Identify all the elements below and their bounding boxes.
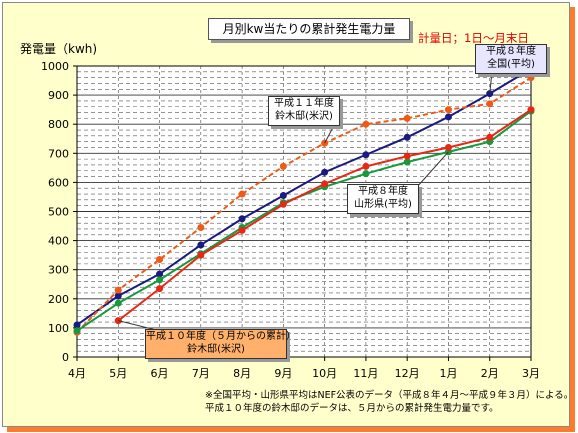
x-tick-label: 12月 [395,367,420,380]
series-point [156,285,164,293]
callout-line: 鈴木邸(米沢) [187,344,245,355]
x-tick-label: 2月 [481,367,499,380]
series-point [156,276,164,284]
footnote-line: ※全国平均・山形県平均はNEF公表のデータ（平成８年４月～平成９年３月）による。 [205,390,574,401]
x-tick-label: 4月 [68,367,86,380]
series-point [197,251,205,259]
series-point [197,224,205,232]
callout-yamagata-h8: 平成８年度 山形県(平均) [347,184,419,214]
series-point [403,114,411,122]
y-tick-label: 200 [48,293,69,306]
x-tick-label: 5月 [109,367,127,380]
series-point [279,191,287,199]
series-point [444,113,452,121]
footnote: ※全国平均・山形県平均はNEF公表のデータ（平成８年４月～平成９年３月）による。… [205,389,573,415]
series-point [279,200,287,208]
y-tick-label: 600 [48,176,69,189]
callout-suzuki-h11: 平成１１年度 鈴木邸(米沢) [268,96,340,126]
series-point [444,106,452,114]
x-tick-label: 6月 [151,367,169,380]
series-point [486,133,494,141]
series-point [238,215,246,223]
series-point [321,180,329,188]
callout-line: 平成８年度 [486,46,536,57]
series-point [486,100,494,108]
callout-line: 平成１１年度 [274,98,334,109]
y-tick-label: 100 [48,322,69,335]
series-point [197,241,205,249]
y-tick-label: 400 [48,235,69,248]
y-tick-label: 700 [48,147,69,160]
series-point [321,168,329,176]
footnote-line: 平成１０年度の鈴木邸のデータは、５月からの累計発生電力量です。 [205,403,499,414]
y-tick-label: 800 [48,118,69,131]
y-tick-label: 0 [62,351,69,364]
x-tick-label: 1月 [439,367,457,380]
y-tick-label: 300 [48,264,69,277]
series-point [114,299,122,307]
series-point [362,151,370,159]
series-point [156,256,164,264]
callout-pointer [416,151,449,188]
x-tick-label: 7月 [192,367,210,380]
x-tick-label: 3月 [522,367,540,380]
callout-suzuki-h10: 平成１０年度（５月からの累計） 鈴木邸(米沢) [145,329,296,359]
x-tick-label: 10月 [312,367,337,380]
callout-pointer [489,71,493,94]
series-point [362,162,370,170]
series-point [114,292,122,300]
y-axis-label: 発電量（kwh) [20,42,98,56]
series-point [238,226,246,234]
callout-line: 鈴木邸(米沢) [275,111,333,122]
x-tick-label: 11月 [353,367,378,380]
callout-line: 山形県(平均) [354,199,412,210]
callout-line: 平成８年度 [358,186,408,197]
chart-subtitle: 計量日；1日～月末日 [418,31,529,45]
x-tick-label: 9月 [274,367,292,380]
callout-national-h8: 平成８年度 全国(平均) [475,44,547,74]
series-point [444,143,452,151]
series-point [73,327,81,335]
x-tick-label: 8月 [233,367,251,380]
y-tick-label: 1000 [41,60,69,73]
callout-line: 平成１０年度（５月からの累計） [146,331,296,342]
series-point [362,170,370,178]
series-line [76,68,532,326]
series-point [73,321,81,329]
series-point [238,190,246,198]
y-tick-label: 900 [48,89,69,102]
series-point [527,74,535,82]
series-point [403,158,411,166]
series-point [527,106,535,114]
series-point [114,286,122,294]
y-tick-label: 500 [48,206,69,219]
series-line [76,76,532,333]
series-point [279,162,287,170]
chart-title: 月別kw当たりの累計発生電力量 [208,18,410,40]
series-point [156,270,164,278]
series-point [403,152,411,160]
series-point [362,120,370,128]
series-point [403,133,411,141]
callout-line: 全国(平均) [487,59,535,70]
